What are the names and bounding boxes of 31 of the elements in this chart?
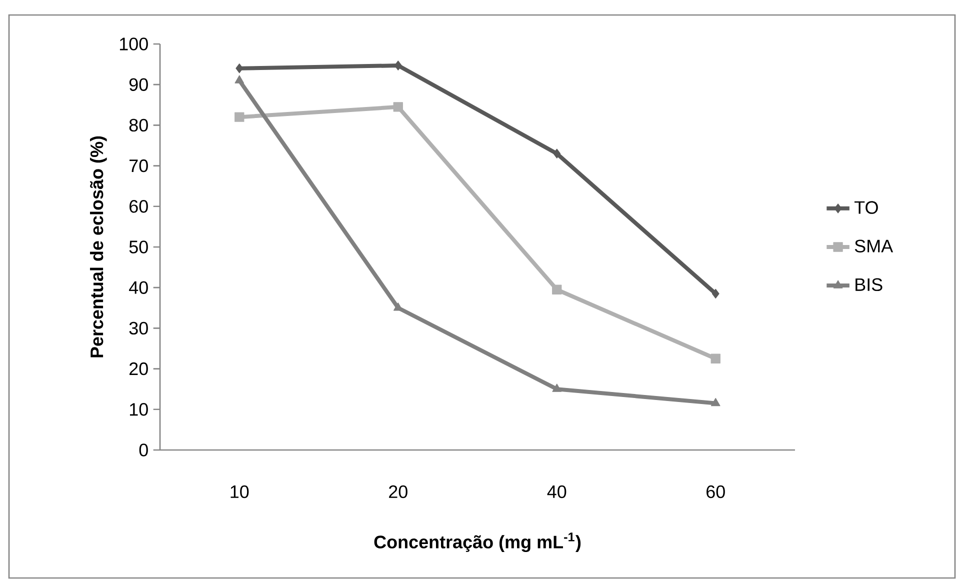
point <box>393 102 403 112</box>
x-tick-label: 60 <box>706 485 725 498</box>
y-tick-label: 30 <box>129 322 148 335</box>
point <box>552 284 562 294</box>
x-axis-title: Concentração (mg mL$^{-1}$) <box>374 532 581 552</box>
point <box>710 354 720 364</box>
point <box>710 398 720 406</box>
x-tick-label: 20 <box>389 485 408 498</box>
point <box>234 112 244 122</box>
y-tick-label: 0 <box>139 444 148 456</box>
legend-label: BIS <box>856 278 882 292</box>
point <box>553 148 561 158</box>
y-tick-label: 10 <box>130 403 148 416</box>
y-tick-label: 40 <box>129 281 148 294</box>
legend-label: TO <box>854 201 878 214</box>
point <box>236 64 244 74</box>
y-axis-title: Percentual de eclosão (%) <box>90 136 107 358</box>
point <box>394 60 402 70</box>
x-tick-label: 10 <box>230 485 249 498</box>
point <box>552 384 562 392</box>
y-tick-label: 100 <box>120 38 148 50</box>
x-tick-label: 40 <box>547 485 566 498</box>
y-tick-label: 90 <box>129 78 148 91</box>
y-tick-label: 50 <box>129 240 148 254</box>
point <box>234 75 244 84</box>
y-tick-label: 60 <box>130 200 148 213</box>
y-tick-label: 80 <box>129 118 148 132</box>
point <box>712 288 720 299</box>
legend-label: SMA <box>854 240 894 252</box>
y-tick-label: 70 <box>130 159 148 172</box>
y-tick-label: 20 <box>130 362 148 376</box>
